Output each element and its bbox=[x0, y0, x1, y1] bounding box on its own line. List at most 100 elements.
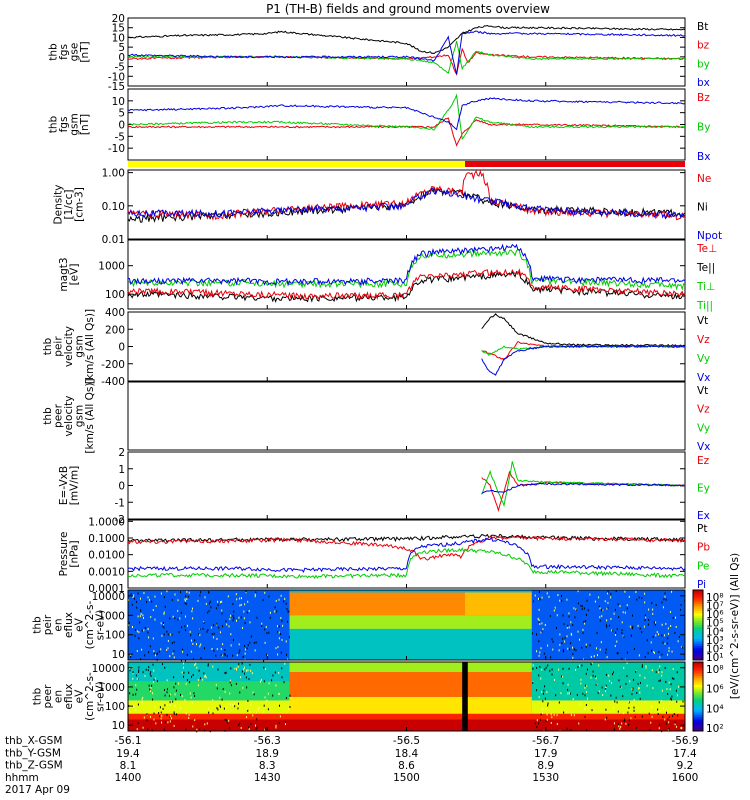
spectrogram-noise-pixel bbox=[569, 642, 571, 645]
spectrogram-noise-pixel bbox=[233, 702, 235, 705]
spectrogram-noise-pixel bbox=[208, 711, 210, 714]
spectrogram-noise-pixel bbox=[185, 682, 187, 685]
spectrogram-noise-pixel bbox=[556, 626, 558, 629]
spectrogram-noise-pixel bbox=[624, 611, 626, 614]
spectrogram-noise-pixel bbox=[162, 625, 164, 628]
spectrogram-noise-pixel bbox=[149, 688, 151, 691]
y-axis-label: thb bbox=[32, 687, 44, 705]
spectrogram-noise-pixel bbox=[136, 688, 138, 691]
x-axis-x_gsm-label: -56.1 bbox=[114, 735, 141, 747]
spectrogram-noise-pixel bbox=[581, 664, 583, 667]
spectrogram-noise-pixel bbox=[599, 619, 601, 622]
y-axis-label: magt3 bbox=[58, 257, 70, 291]
colorbar-segment bbox=[693, 627, 703, 631]
spectrogram-noise-pixel bbox=[569, 648, 571, 651]
spectrogram-noise-pixel bbox=[186, 590, 188, 593]
spectrogram-noise-pixel bbox=[648, 712, 650, 715]
spectrogram-noise-pixel bbox=[142, 696, 144, 699]
series-line-Npot bbox=[127, 187, 686, 220]
spectrogram-noise-pixel bbox=[582, 632, 584, 635]
spectrogram-noise-pixel bbox=[203, 672, 205, 675]
spectrogram-noise-pixel bbox=[206, 722, 208, 725]
spectrogram-noise-pixel bbox=[564, 636, 566, 639]
spectrogram-noise-pixel bbox=[247, 709, 249, 712]
spectrogram-noise-pixel bbox=[200, 656, 202, 659]
spectrogram-noise-pixel bbox=[655, 621, 657, 624]
spectrogram-noise-pixel bbox=[132, 677, 134, 680]
spectrogram-noise-pixel bbox=[229, 618, 231, 621]
spectrogram-noise-pixel bbox=[162, 707, 164, 710]
spectrogram-noise-pixel bbox=[538, 640, 540, 643]
spectrogram-noise-pixel bbox=[163, 626, 165, 629]
colorbar-segment bbox=[693, 620, 703, 624]
spectrogram-noise-pixel bbox=[579, 638, 581, 641]
spectrogram-noise-pixel bbox=[179, 693, 181, 696]
spectrogram-noise-pixel bbox=[221, 698, 223, 701]
spectrogram-noise-pixel bbox=[252, 691, 254, 694]
spectrogram-noise-pixel bbox=[585, 643, 587, 646]
spectrogram-noise-pixel bbox=[184, 615, 186, 618]
spectrogram-noise-pixel bbox=[144, 654, 146, 657]
spectrogram-noise-pixel bbox=[217, 600, 219, 603]
spectrogram-noise-pixel bbox=[275, 599, 277, 602]
colorbar-segment bbox=[693, 636, 703, 640]
spectrogram-noise-pixel bbox=[167, 639, 169, 642]
legend-entry: Vz bbox=[697, 404, 710, 416]
spectrogram-noise-pixel bbox=[173, 676, 175, 679]
spectrogram-noise-pixel bbox=[147, 631, 149, 634]
spectrogram-noise-pixel bbox=[613, 612, 615, 615]
colorbar-segment bbox=[693, 717, 703, 720]
spectrogram-noise-pixel bbox=[271, 679, 273, 682]
spectrogram-noise-pixel bbox=[213, 632, 215, 635]
spectrogram-noise-pixel bbox=[199, 677, 201, 680]
spectrogram-noise-pixel bbox=[676, 700, 678, 703]
spectrogram-noise-pixel bbox=[226, 655, 228, 658]
spectrogram-noise-pixel bbox=[567, 692, 569, 695]
spectrogram-noise-pixel bbox=[235, 682, 237, 685]
colorbar-segment bbox=[693, 611, 703, 614]
spectrogram-noise-pixel bbox=[181, 671, 183, 674]
spectrogram-noise-pixel bbox=[238, 702, 240, 705]
spectrogram-noise-pixel bbox=[541, 630, 543, 633]
spectrogram-noise-pixel bbox=[644, 700, 646, 703]
spectrogram-noise-pixel bbox=[152, 637, 154, 640]
legend-entry: Ni bbox=[697, 202, 708, 214]
spectrogram-noise-pixel bbox=[135, 684, 137, 687]
spectrogram-noise-pixel bbox=[232, 704, 234, 707]
spectrogram-noise-pixel bbox=[208, 609, 210, 612]
x-axis-y_gsm-label: 17.4 bbox=[673, 748, 697, 760]
spectrogram-noise-pixel bbox=[653, 650, 655, 653]
colorbar-tick-label: 10² bbox=[706, 643, 724, 655]
spectrogram-noise-pixel bbox=[638, 654, 640, 657]
spectrogram-noise-pixel bbox=[142, 614, 144, 617]
spectrogram-noise-pixel bbox=[235, 668, 237, 671]
y-axis-label: (cm^2-s- bbox=[84, 672, 96, 721]
spectrogram-noise-pixel bbox=[277, 646, 279, 649]
colorbar-segment bbox=[693, 689, 703, 693]
spectrogram-noise-pixel bbox=[203, 647, 205, 650]
spectrogram-noise-pixel bbox=[196, 643, 198, 646]
y-axis-label: [nPa] bbox=[68, 540, 80, 567]
spectrogram-noise-pixel bbox=[582, 692, 584, 695]
spectrogram-noise-pixel bbox=[539, 665, 541, 668]
spectrogram-noise-pixel bbox=[278, 722, 280, 725]
spectrogram-noise-pixel bbox=[567, 688, 569, 691]
spectrogram-noise-pixel bbox=[248, 728, 250, 731]
spectrogram-noise-pixel bbox=[542, 628, 544, 631]
spectrogram-noise-pixel bbox=[661, 623, 663, 626]
spectrogram-noise-pixel bbox=[657, 708, 659, 711]
colorbar-segment bbox=[693, 726, 703, 730]
spectrogram-noise-pixel bbox=[278, 637, 280, 640]
spectrogram-noise-pixel bbox=[240, 597, 242, 600]
spectrogram-noise-pixel bbox=[194, 719, 196, 722]
y-tick-label: 100 bbox=[105, 701, 125, 713]
spectrogram-noise-pixel bbox=[610, 618, 612, 621]
spectrogram-noise-pixel bbox=[573, 648, 575, 651]
spectrogram-noise-pixel bbox=[159, 706, 161, 709]
spectrogram-noise-pixel bbox=[217, 708, 219, 711]
spectrogram-noise-pixel bbox=[247, 699, 249, 702]
spectrogram-noise-pixel bbox=[160, 711, 162, 714]
spectrogram-noise-pixel bbox=[167, 647, 169, 650]
spectrogram-noise-pixel bbox=[194, 639, 196, 642]
spectrogram-noise-pixel bbox=[633, 647, 635, 650]
